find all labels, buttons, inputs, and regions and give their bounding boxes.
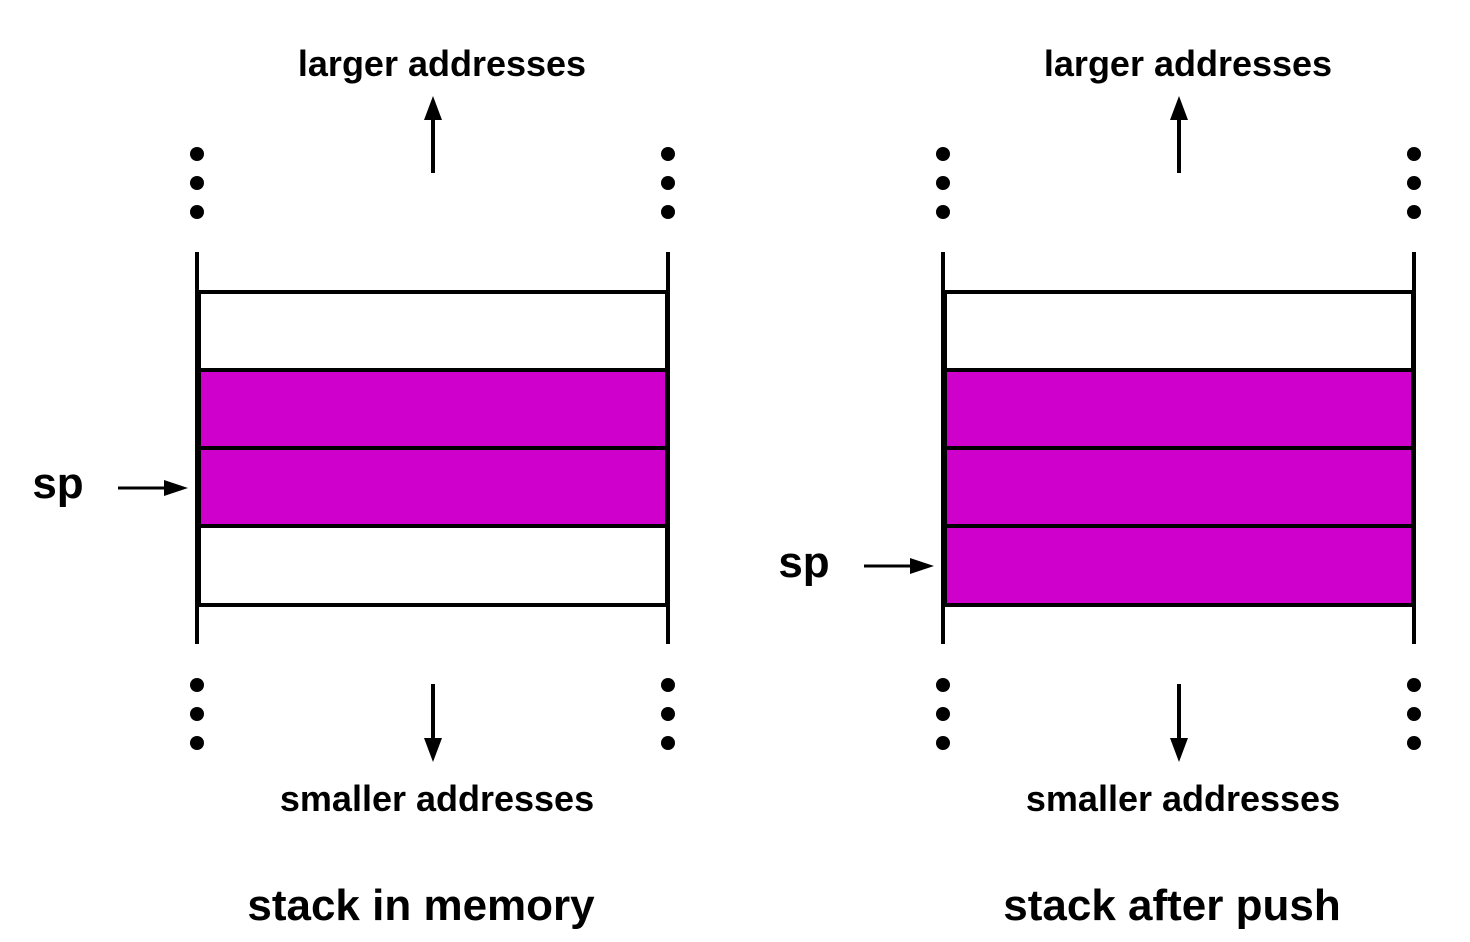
bottom-ellipsis-right bbox=[1407, 678, 1421, 750]
down-arrow-icon bbox=[424, 684, 442, 762]
bottom-ellipsis-left bbox=[936, 678, 950, 750]
smaller-addresses-label: smaller addresses bbox=[280, 778, 594, 819]
larger-addresses-label: larger addresses bbox=[1044, 43, 1332, 84]
smaller-addresses-label: smaller addresses bbox=[1026, 778, 1340, 819]
up-arrow-icon bbox=[424, 96, 442, 173]
panel-caption: stack in memory bbox=[247, 881, 595, 930]
top-ellipsis-left bbox=[190, 147, 204, 219]
panel-stack-in-memory: larger addresses sp bbox=[32, 43, 675, 930]
down-arrow-icon bbox=[1170, 684, 1188, 762]
stack-cell-filled bbox=[943, 368, 1415, 450]
sp-pointer-arrow-icon bbox=[864, 558, 934, 574]
bottom-ellipsis-left bbox=[190, 678, 204, 750]
sp-pointer-arrow-icon bbox=[118, 480, 188, 496]
stack-cell-filled bbox=[943, 524, 1415, 607]
sp-label: sp bbox=[778, 538, 829, 587]
top-ellipsis-left bbox=[936, 147, 950, 219]
stack-cell-filled bbox=[943, 446, 1415, 528]
panel-stack-after-push: larger addresses sp bbox=[778, 43, 1421, 930]
sp-label: sp bbox=[32, 459, 83, 508]
bottom-ellipsis-right bbox=[661, 678, 675, 750]
stack-cell-filled bbox=[197, 368, 669, 450]
stack-cell-empty bbox=[197, 290, 669, 372]
larger-addresses-label: larger addresses bbox=[298, 43, 586, 84]
top-ellipsis-right bbox=[1407, 147, 1421, 219]
up-arrow-icon bbox=[1170, 96, 1188, 173]
stack-cell-filled bbox=[197, 446, 669, 528]
top-ellipsis-right bbox=[661, 147, 675, 219]
stack-cell-empty bbox=[943, 290, 1415, 372]
panel-caption: stack after push bbox=[1003, 881, 1340, 930]
stack-cell-empty bbox=[197, 524, 669, 607]
